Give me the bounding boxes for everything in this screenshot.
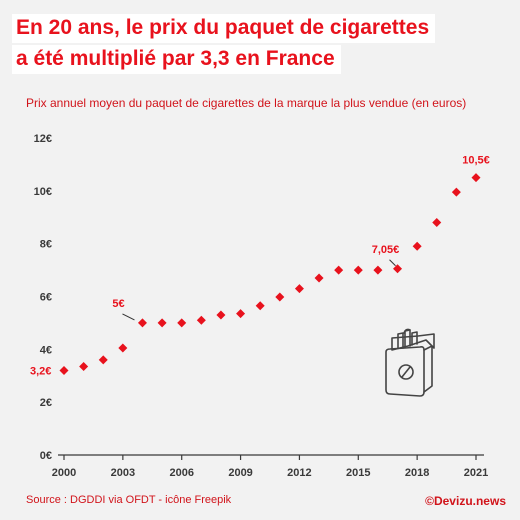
data-point (196, 315, 206, 325)
source-note: Source : DGDDI via OFDT - icône Freepik (26, 494, 232, 506)
y-tick-label: 12€ (34, 133, 52, 145)
y-tick-label: 2€ (40, 397, 52, 409)
data-label: 3,2€ (30, 365, 51, 377)
brand-credit: ©Devizu.news (425, 494, 506, 508)
data-point (353, 265, 363, 275)
x-tick-label: 2015 (346, 467, 370, 479)
data-point (118, 343, 128, 353)
x-tick-label: 2000 (52, 467, 76, 479)
data-point (255, 301, 265, 311)
data-point (451, 187, 461, 197)
x-tick-label: 2003 (111, 467, 135, 479)
data-point (334, 265, 344, 275)
x-tick-label: 2012 (287, 467, 311, 479)
data-label: 7,05€ (372, 244, 400, 256)
chart-title-line-2: a été multiplié par 3,3 en France (12, 45, 341, 74)
y-tick-label: 8€ (40, 239, 52, 251)
y-tick-label: 10€ (34, 186, 52, 198)
x-tick-label: 2021 (464, 467, 488, 479)
y-tick-label: 6€ (40, 292, 52, 304)
data-point (137, 318, 147, 328)
y-axis: 0€ 2€ 4€ 6€ 8€ 10€ 12€ (34, 133, 52, 462)
data-point (216, 310, 226, 320)
data-point (59, 365, 69, 375)
chart-subtitle: Prix annuel moyen du paquet de cigarette… (26, 96, 467, 110)
title-box: En 20 ans, le prix du paquet de cigarett… (12, 14, 500, 76)
data-point (314, 273, 324, 283)
data-point (471, 173, 481, 183)
data-label: 5€ (112, 298, 124, 310)
x-tick-label: 2018 (405, 467, 429, 479)
label-leader-line (122, 313, 135, 321)
cigarette-pack-icon (385, 328, 435, 397)
data-label: 10,5€ (462, 155, 490, 167)
data-point (373, 265, 383, 275)
data-point (412, 241, 422, 251)
x-tick-label: 2006 (169, 467, 193, 479)
x-tick-label: 2009 (228, 467, 252, 479)
data-labels: 3,2€ 5€ 7,05€ 10,5€ (30, 155, 490, 378)
y-tick-label: 4€ (40, 344, 52, 356)
data-point (393, 264, 403, 274)
x-axis: 2000 2003 2006 2009 2012 2015 2018 2021 (52, 454, 488, 479)
data-point (98, 355, 108, 365)
data-point (432, 218, 442, 228)
data-point (79, 362, 89, 372)
data-points (59, 173, 481, 375)
data-point (294, 284, 304, 294)
data-point (157, 318, 167, 328)
data-point (177, 318, 187, 328)
data-point (275, 292, 285, 302)
data-point (236, 309, 246, 319)
chart-title-line-1: En 20 ans, le prix du paquet de cigarett… (12, 14, 436, 43)
label-leader-line (389, 259, 396, 267)
y-tick-label: 0€ (40, 450, 52, 462)
